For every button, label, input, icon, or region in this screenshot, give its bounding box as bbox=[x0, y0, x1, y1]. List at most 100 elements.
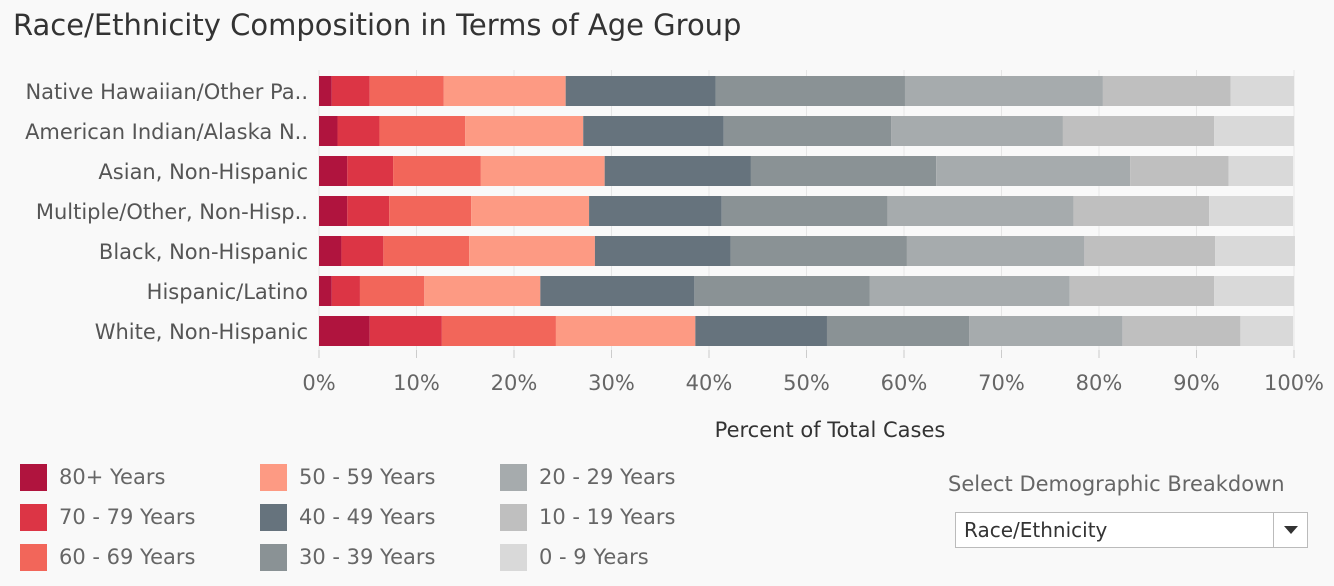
bar-segment[interactable] bbox=[589, 196, 722, 226]
bar-segment[interactable] bbox=[469, 236, 595, 266]
x-tick-label: 30% bbox=[588, 371, 635, 395]
x-tick-label: 90% bbox=[1173, 371, 1220, 395]
bar-segment[interactable] bbox=[331, 76, 370, 106]
legend-item[interactable]: 30 - 39 Years bbox=[260, 543, 435, 571]
bar-segment[interactable] bbox=[695, 316, 827, 346]
category-label: Native Hawaiian/Other Pa.. bbox=[25, 80, 308, 104]
bar-segment[interactable] bbox=[540, 276, 695, 306]
bar-segment[interactable] bbox=[331, 276, 360, 306]
legend-item[interactable]: 40 - 49 Years bbox=[260, 503, 435, 531]
bar-segment[interactable] bbox=[389, 196, 472, 226]
bar-segment[interactable] bbox=[1240, 316, 1294, 346]
bar-segment[interactable] bbox=[465, 116, 584, 146]
bar-segment[interactable] bbox=[750, 156, 937, 186]
legend-label: 60 - 69 Years bbox=[59, 545, 196, 569]
legend-swatch bbox=[20, 503, 47, 531]
bar-segment[interactable] bbox=[721, 196, 888, 226]
bar-segment[interactable] bbox=[379, 116, 466, 146]
bar-segment[interactable] bbox=[347, 196, 390, 226]
bar-segment[interactable] bbox=[604, 156, 751, 186]
bar-segment[interactable] bbox=[1073, 196, 1210, 226]
chevron-down-icon bbox=[1283, 526, 1298, 534]
bar-segment[interactable] bbox=[723, 116, 892, 146]
bar-segment[interactable] bbox=[715, 76, 905, 106]
bar-segment[interactable] bbox=[565, 76, 716, 106]
bar-segment[interactable] bbox=[1215, 236, 1295, 266]
bar-segment[interactable] bbox=[319, 196, 348, 226]
bar-segment[interactable] bbox=[555, 316, 696, 346]
bar-segment[interactable] bbox=[694, 276, 870, 306]
bar-segment[interactable] bbox=[319, 156, 348, 186]
bar-segment[interactable] bbox=[341, 236, 384, 266]
bar-segment[interactable] bbox=[443, 76, 566, 106]
bar-segment[interactable] bbox=[319, 76, 332, 106]
bar-segment[interactable] bbox=[594, 236, 731, 266]
bar-segment[interactable] bbox=[891, 116, 1063, 146]
x-axis-title: Percent of Total Cases bbox=[715, 418, 946, 442]
bar-segment[interactable] bbox=[1102, 76, 1231, 106]
demographic-select[interactable]: Race/Ethnicity bbox=[955, 512, 1308, 548]
legend-label: 10 - 19 Years bbox=[539, 505, 676, 529]
legend-swatch bbox=[260, 463, 287, 491]
legend-item[interactable]: 80+ Years bbox=[20, 463, 165, 491]
bar-segment[interactable] bbox=[1214, 116, 1294, 146]
bar-segment[interactable] bbox=[347, 156, 394, 186]
bar-segment[interactable] bbox=[1122, 316, 1241, 346]
bar-segment[interactable] bbox=[319, 316, 370, 346]
legend-item[interactable]: 70 - 79 Years bbox=[20, 503, 195, 531]
bar-segment[interactable] bbox=[337, 116, 380, 146]
bar-segment[interactable] bbox=[826, 316, 970, 346]
bar-segment[interactable] bbox=[1214, 276, 1294, 306]
bar-segment[interactable] bbox=[319, 116, 338, 146]
bar-segment[interactable] bbox=[480, 156, 605, 186]
legend-item[interactable]: 50 - 59 Years bbox=[260, 463, 435, 491]
bar-segment[interactable] bbox=[1130, 156, 1229, 186]
legend-swatch bbox=[20, 463, 47, 491]
legend-item[interactable]: 20 - 29 Years bbox=[500, 463, 675, 491]
bar-segment[interactable] bbox=[319, 236, 342, 266]
category-label: White, Non-Hispanic bbox=[95, 320, 308, 344]
bar-segment[interactable] bbox=[936, 156, 1131, 186]
bar-segment[interactable] bbox=[904, 76, 1103, 106]
bar-segment[interactable] bbox=[969, 316, 1123, 346]
legend-label: 80+ Years bbox=[59, 465, 166, 489]
bar-segment[interactable] bbox=[369, 76, 444, 106]
chart-title: Race/Ethnicity Composition in Terms of A… bbox=[13, 8, 742, 42]
legend-item[interactable]: 10 - 19 Years bbox=[500, 503, 675, 531]
x-tick-label: 50% bbox=[783, 371, 830, 395]
legend-label: 30 - 39 Years bbox=[299, 545, 436, 569]
bar-segment[interactable] bbox=[441, 316, 556, 346]
bar-segment[interactable] bbox=[359, 276, 425, 306]
bar-segment[interactable] bbox=[1228, 156, 1294, 186]
bar-segment[interactable] bbox=[1062, 116, 1215, 146]
bar-segment[interactable] bbox=[383, 236, 470, 266]
x-tick-label: 20% bbox=[491, 371, 538, 395]
legend-item[interactable]: 60 - 69 Years bbox=[20, 543, 195, 571]
x-tick-label: 40% bbox=[686, 371, 733, 395]
legend-label: 20 - 29 Years bbox=[539, 465, 676, 489]
bar-segment[interactable] bbox=[424, 276, 541, 306]
bar-segment[interactable] bbox=[1069, 276, 1215, 306]
stacked-bar-chart: Native Hawaiian/Other Pa.. American India… bbox=[25, 70, 1324, 442]
bar-segment[interactable] bbox=[1084, 236, 1216, 266]
bar-segment[interactable] bbox=[1230, 76, 1294, 106]
bar-segment[interactable] bbox=[369, 316, 442, 346]
category-label: Hispanic/Latino bbox=[147, 280, 308, 304]
bar-segment[interactable] bbox=[887, 196, 1074, 226]
bar-segment[interactable] bbox=[730, 236, 907, 266]
bar-segment[interactable] bbox=[319, 276, 332, 306]
legend-swatch bbox=[500, 463, 527, 491]
bar-segment[interactable] bbox=[1209, 196, 1294, 226]
x-tick-label: 100% bbox=[1264, 371, 1324, 395]
legend-item[interactable]: 0 - 9 Years bbox=[500, 543, 649, 571]
category-labels: Native Hawaiian/Other Pa.. American India… bbox=[25, 80, 308, 344]
bar-segment[interactable] bbox=[583, 116, 724, 146]
dropdown-button[interactable] bbox=[1273, 513, 1307, 547]
bar-segment[interactable] bbox=[906, 236, 1085, 266]
bar-segment[interactable] bbox=[869, 276, 1070, 306]
bar-segment[interactable] bbox=[471, 196, 590, 226]
x-axis-ticks: 0% 10% 20% 30% 40% 50% 60% 70% 80% 90% 100% bbox=[302, 371, 1324, 395]
bar-segment[interactable] bbox=[393, 156, 481, 186]
select-value: Race/Ethnicity bbox=[964, 518, 1108, 542]
legend-swatch bbox=[260, 503, 287, 531]
